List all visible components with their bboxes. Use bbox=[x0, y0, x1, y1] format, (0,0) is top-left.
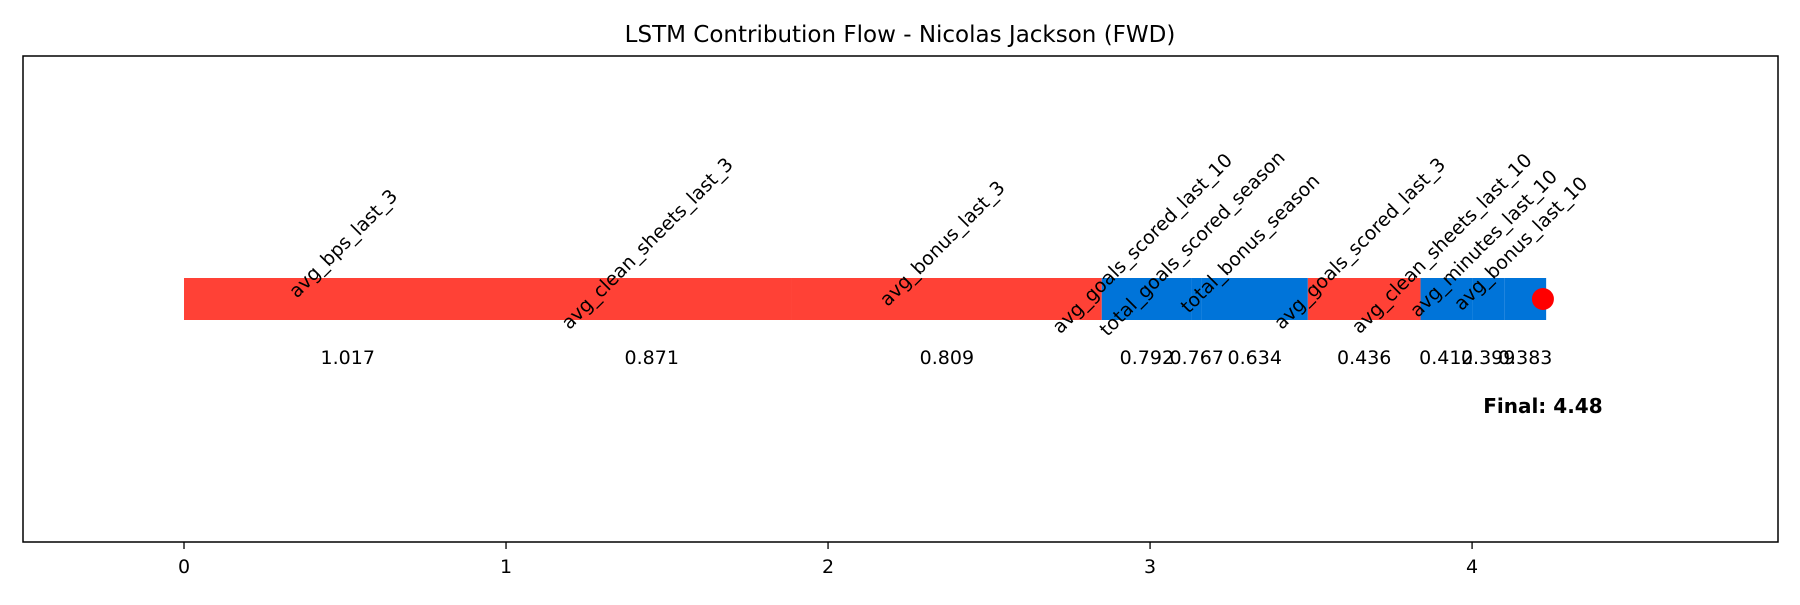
final-label: Final: 4.48 bbox=[1483, 394, 1602, 418]
value-label: 0.871 bbox=[625, 347, 679, 369]
value-label: 0.383 bbox=[1498, 347, 1552, 369]
value-label: 0.399 bbox=[1461, 347, 1515, 369]
contribution-bar bbox=[1420, 278, 1473, 320]
contribution-bar bbox=[511, 278, 792, 320]
contribution-bar bbox=[791, 278, 1102, 320]
contribution-bar bbox=[1101, 278, 1192, 320]
value-label: 0.634 bbox=[1228, 347, 1282, 369]
value-label: 0.809 bbox=[920, 347, 974, 369]
bars-layer bbox=[184, 278, 1547, 320]
x-tick-label: 3 bbox=[1144, 556, 1156, 578]
x-tick-label: 1 bbox=[500, 556, 512, 578]
final-marker bbox=[1531, 288, 1554, 310]
x-tick-label: 2 bbox=[822, 556, 834, 578]
value-label: 0.767 bbox=[1170, 347, 1224, 369]
value-label: 0.792 bbox=[1120, 347, 1174, 369]
value-label: 0.412 bbox=[1419, 347, 1473, 369]
x-axis-ticks: 0 1 2 3 4 bbox=[178, 542, 1478, 578]
value-label: 1.017 bbox=[321, 347, 375, 369]
chart-title: LSTM Contribution Flow - Nicolas Jackson… bbox=[625, 22, 1176, 48]
contribution-bar bbox=[1191, 278, 1202, 320]
plot-area-frame bbox=[22, 55, 1779, 543]
contribution-bar bbox=[1201, 278, 1308, 320]
x-tick-label: 0 bbox=[178, 556, 190, 578]
x-tick-label: 4 bbox=[1466, 556, 1478, 578]
contribution-bar bbox=[1307, 278, 1421, 320]
contribution-bar bbox=[1472, 278, 1505, 320]
contribution-bar bbox=[184, 278, 512, 320]
value-label: 0.436 bbox=[1337, 347, 1391, 369]
